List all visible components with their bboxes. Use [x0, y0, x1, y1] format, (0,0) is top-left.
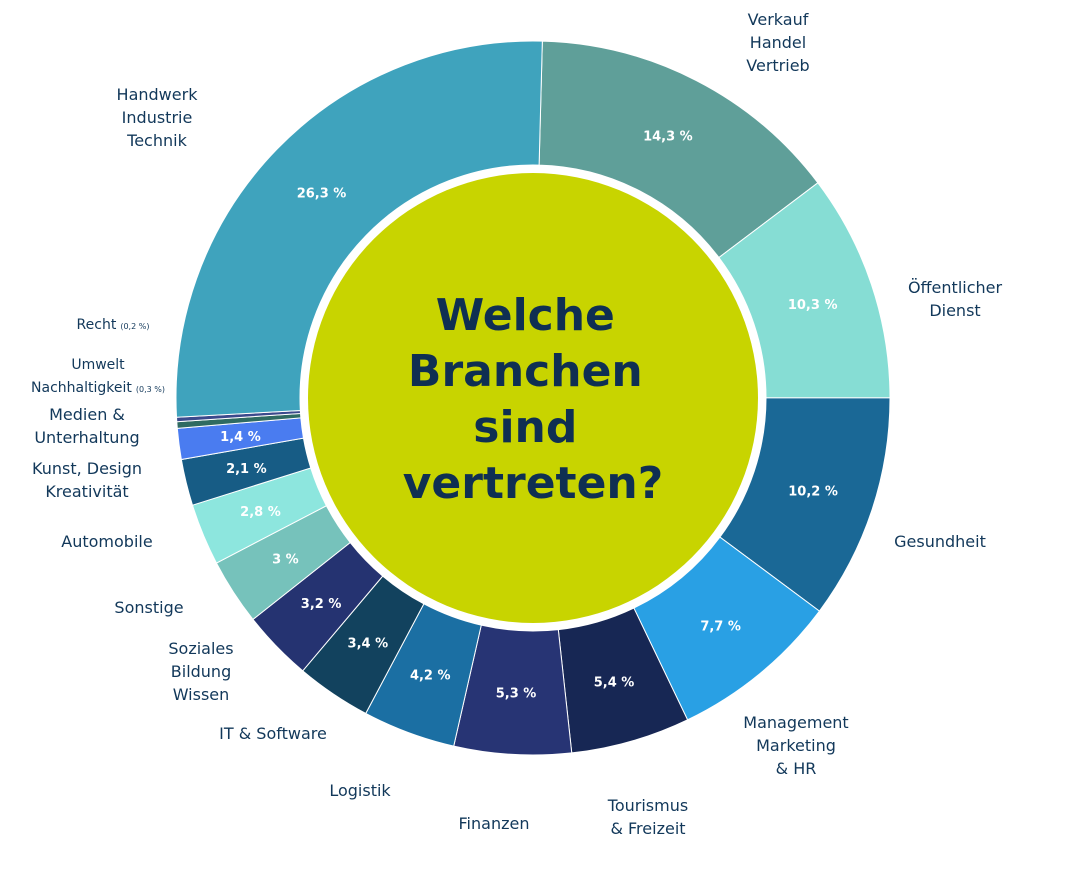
value-label-10: 2,8 % — [240, 505, 281, 520]
category-label-0-line-2: Vertrieb — [746, 56, 809, 75]
chart-title-line-4: vertreten? — [403, 458, 664, 509]
category-label-1: Öffentlicher Dienst — [908, 278, 1003, 320]
category-value-14: (0,2 %) — [120, 322, 149, 331]
value-label-9: 3 % — [272, 552, 299, 567]
category-label-15-line-2: Technik — [126, 131, 187, 150]
category-label-6-line-0: Logistik — [329, 781, 391, 800]
category-label-14-line-0: Recht — [77, 317, 117, 333]
category-label-15: Handwerk Industrie Technik — [117, 85, 199, 150]
category-label-0-line-0: Verkauf — [748, 10, 809, 29]
category-label-14: Recht (0,2 %) — [77, 317, 150, 333]
category-label-8: Soziales Bildung Wissen — [168, 639, 233, 704]
category-value-13: (0,3 %) — [136, 385, 165, 394]
category-label-4-line-0: Tourismus — [607, 796, 688, 815]
value-label-5: 5,3 % — [496, 687, 537, 702]
category-label-9: Sonstige — [114, 598, 183, 617]
center-disc — [308, 173, 758, 623]
category-label-12: Medien & Unterhaltung — [34, 405, 139, 447]
category-label-3: Management Marketing & HR — [743, 713, 848, 778]
category-label-8-line-0: Soziales — [168, 639, 233, 658]
category-label-15-line-0: Handwerk — [117, 85, 199, 104]
value-labels-layer: 14,3 % 10,3 % 10,2 % 7,7 % 5,4 % 5,3 % 4,2 % 3,… — [220, 130, 838, 702]
category-label-3-line-0: Management — [743, 713, 848, 732]
category-label-6: Logistik — [329, 781, 391, 800]
category-label-7: IT & Software — [219, 724, 327, 743]
category-label-15-line-1: Industrie — [122, 108, 193, 127]
chart-title-line-3: sind — [473, 402, 577, 453]
value-label-11: 2,1 % — [226, 462, 267, 477]
category-labels-layer: Verkauf Handel Vertrieb Öffentlicher Dienst G… — [31, 10, 1002, 838]
value-label-8: 3,2 % — [301, 597, 342, 612]
category-label-8-line-2: Wissen — [173, 685, 230, 704]
category-label-5-line-0: Finanzen — [459, 814, 530, 833]
chart-title-line-1: Welche — [436, 290, 615, 341]
category-label-13: Umwelt Nachhaltigkeit (0,3 %) — [31, 357, 165, 396]
category-label-5: Finanzen — [459, 814, 530, 833]
category-label-3-line-2: & HR — [776, 759, 817, 778]
category-label-9-line-0: Sonstige — [114, 598, 183, 617]
value-label-3: 7,7 % — [700, 620, 741, 635]
category-label-13-line-0: Umwelt — [71, 357, 125, 373]
chart-title: Welche Branchen sind vertreten? — [403, 290, 664, 509]
chart-title-line-2: Branchen — [408, 346, 643, 397]
category-label-1-line-0: Öffentlicher — [908, 278, 1003, 297]
value-label-6: 4,2 % — [410, 669, 451, 684]
category-label-10-line-0: Automobile — [61, 532, 152, 551]
category-label-2-line-0: Gesundheit — [894, 532, 986, 551]
category-label-4-line-1: & Freizeit — [610, 819, 685, 838]
value-label-15: 26,3 % — [297, 186, 347, 201]
category-label-3-line-1: Marketing — [756, 736, 836, 755]
value-label-4: 5,4 % — [594, 676, 635, 691]
category-label-0: Verkauf Handel Vertrieb — [746, 10, 809, 75]
category-label-10: Automobile — [61, 532, 152, 551]
category-label-12-line-1: Unterhaltung — [34, 428, 139, 447]
category-label-11-line-0: Kunst, Design — [32, 459, 142, 478]
value-label-12: 1,4 % — [220, 430, 261, 445]
category-label-8-line-1: Bildung — [171, 662, 231, 681]
value-label-0: 14,3 % — [643, 130, 693, 145]
value-label-1: 10,3 % — [788, 298, 838, 313]
category-label-7-line-0: IT & Software — [219, 724, 327, 743]
category-label-12-line-0: Medien & — [49, 405, 125, 424]
value-label-7: 3,4 % — [348, 636, 389, 651]
category-label-1-line-1: Dienst — [929, 301, 980, 320]
category-label-11: Kunst, Design Kreativität — [32, 459, 142, 501]
category-label-4: Tourismus & Freizeit — [607, 796, 688, 838]
category-label-11-line-1: Kreativität — [45, 482, 128, 501]
value-label-2: 10,2 % — [788, 485, 838, 500]
category-label-2: Gesundheit — [894, 532, 986, 551]
category-label-0-line-1: Handel — [750, 33, 806, 52]
category-label-13-line-1: Nachhaltigkeit — [31, 380, 132, 396]
